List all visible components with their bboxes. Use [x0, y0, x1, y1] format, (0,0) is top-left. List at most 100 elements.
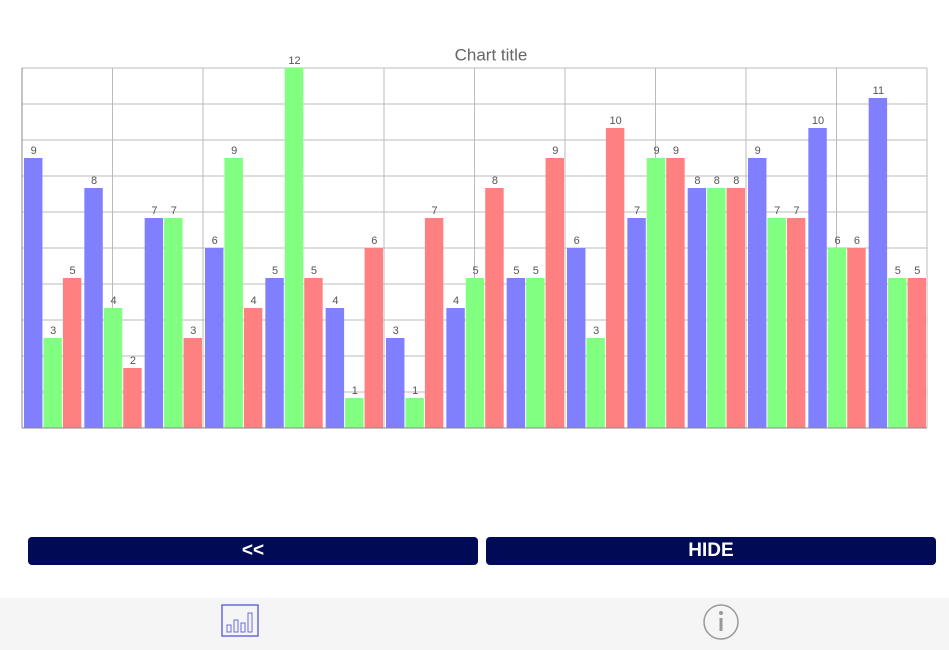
- info-icon-dot: [719, 611, 723, 615]
- value-label: 1: [352, 385, 358, 397]
- bar: [827, 248, 847, 428]
- bar: [103, 308, 123, 428]
- back-button[interactable]: <<: [28, 537, 478, 565]
- value-label: 4: [332, 295, 338, 307]
- value-label: 9: [673, 145, 679, 157]
- value-label: 6: [371, 235, 377, 247]
- value-label: 4: [251, 295, 257, 307]
- chart-tab[interactable]: [221, 604, 259, 637]
- value-label: 7: [151, 205, 157, 217]
- tab-icons: [221, 604, 739, 640]
- value-label: 4: [110, 295, 116, 307]
- bar: [586, 338, 605, 428]
- value-label: 6: [854, 235, 860, 247]
- tab-bar: [0, 598, 949, 650]
- bar: [646, 158, 666, 428]
- bar: [465, 278, 485, 428]
- chart-icon-bar: [226, 624, 232, 633]
- value-label: 5: [272, 265, 278, 277]
- bar: [767, 218, 786, 428]
- value-label: 8: [733, 175, 739, 187]
- value-label: 5: [513, 265, 519, 277]
- bar: [847, 248, 866, 428]
- chart-icon-bar: [247, 612, 253, 633]
- value-label: 5: [895, 265, 901, 277]
- value-label: 1: [412, 385, 418, 397]
- chart-icon-bar: [233, 619, 239, 633]
- bar: [446, 308, 465, 428]
- value-label: 6: [212, 235, 218, 247]
- chart: Chart title 9 3 5 8 4 2 7 7 3 6 9 4 5 12 5 4 1 6 3 1 7 4 5 8 5 5 9…: [21, 45, 928, 429]
- info-icon-stem: [719, 618, 723, 631]
- bar: [627, 218, 646, 428]
- value-label: 7: [432, 205, 438, 217]
- bar: [386, 338, 405, 428]
- bar: [123, 368, 142, 428]
- value-label: 5: [914, 265, 920, 277]
- hide-button[interactable]: HIDE: [486, 537, 936, 565]
- bar: [707, 188, 726, 428]
- value-label: 7: [794, 205, 800, 217]
- value-label: 3: [50, 325, 56, 337]
- chart-title: Chart title: [455, 45, 528, 64]
- value-label: 2: [130, 355, 136, 367]
- value-label: 6: [834, 235, 840, 247]
- bar: [666, 158, 685, 428]
- value-label: 3: [190, 325, 196, 337]
- value-label: 8: [91, 175, 97, 187]
- info-tab[interactable]: [703, 604, 739, 640]
- bar: [605, 128, 625, 428]
- bar: [506, 278, 526, 428]
- value-label: 8: [492, 175, 498, 187]
- value-label: 4: [453, 295, 459, 307]
- bar: [786, 218, 806, 428]
- value-label: 5: [70, 265, 76, 277]
- value-label: 5: [533, 265, 539, 277]
- value-label: 7: [171, 205, 177, 217]
- value-label: 10: [812, 115, 824, 127]
- value-label: 3: [593, 325, 599, 337]
- bar: [205, 248, 224, 428]
- value-label: 5: [311, 265, 317, 277]
- bar: [868, 98, 888, 428]
- bar: [164, 218, 183, 428]
- bar: [888, 278, 907, 428]
- chart-icon-bar: [240, 622, 246, 633]
- value-label: 12: [288, 55, 300, 67]
- value-label: 9: [231, 145, 237, 157]
- bar: [43, 338, 62, 428]
- bar: [284, 68, 304, 428]
- bar: [526, 278, 545, 428]
- value-label: 8: [694, 175, 700, 187]
- value-label: 9: [31, 145, 37, 157]
- bar: [304, 278, 323, 428]
- bar: [424, 218, 444, 428]
- bar: [243, 308, 263, 428]
- value-label: 10: [609, 115, 621, 127]
- bar: [485, 188, 504, 428]
- value-label: 7: [774, 205, 780, 217]
- chart-icon-frame: [221, 604, 259, 637]
- info-icon-circle: [703, 604, 739, 640]
- bar: [567, 248, 586, 428]
- bar: [687, 188, 707, 428]
- bar: [345, 398, 364, 428]
- bar: [364, 248, 383, 428]
- bar: [545, 158, 564, 428]
- value-label: 5: [472, 265, 478, 277]
- value-label: 9: [653, 145, 659, 157]
- bar: [748, 158, 767, 428]
- bar: [62, 278, 82, 428]
- bar: [24, 158, 43, 428]
- bar: [265, 278, 284, 428]
- value-label: 7: [634, 205, 640, 217]
- value-label: 8: [714, 175, 720, 187]
- bar: [84, 188, 103, 428]
- value-label: 3: [393, 325, 399, 337]
- value-label: 6: [574, 235, 580, 247]
- bar: [144, 218, 164, 428]
- bar: [808, 128, 827, 428]
- value-label: 9: [755, 145, 761, 157]
- bar: [726, 188, 745, 428]
